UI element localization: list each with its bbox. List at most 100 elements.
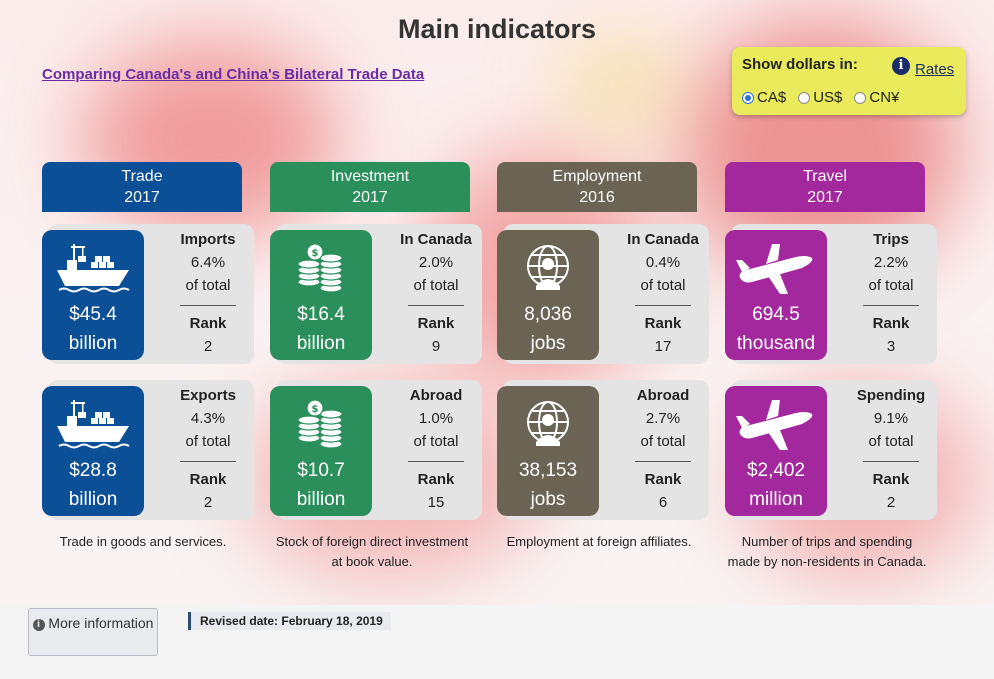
rank-label: Rank [644,471,682,488]
stat-title: Exports [180,387,236,404]
stat-of-total: of total [868,433,914,450]
revised-date: Revised date: February 18, 2019 [188,612,391,630]
indicator-card: $2,402 million Spending 9.1% of total Rank 2 [725,380,937,520]
svg-text:$: $ [312,248,319,259]
stat-of-total: of total [185,277,231,294]
stat-percent: 6.4% [190,254,226,271]
indicator-card: $ $10.7 billion Abroad 1.0% of total Rank 15 [270,380,482,520]
divider [635,305,691,306]
value-unit: thousand [736,333,816,354]
rank-label: Rank [417,471,455,488]
page-title: Main indicators [397,14,597,44]
rank-value: 2 [886,494,896,511]
column-heading: Trade 2017 [42,162,242,212]
currency-radio[interactable] [854,91,867,104]
stat-of-total: of total [413,433,459,450]
stat-percent: 0.4% [645,254,681,271]
value-text: $2,402 million [725,456,827,514]
value-unit: jobs [530,489,566,510]
value-text: $10.7 billion [270,456,372,514]
column-heading: Travel 2017 [725,162,925,212]
stat-panel: In Canada 0.4% of total Rank 17 [617,228,709,358]
more-information-label: More information [48,615,154,631]
column-description: Employment at foreign affiliates. [506,534,692,549]
column-heading-title: Trade [121,168,163,185]
stat-panel: Abroad 2.7% of total Rank 6 [617,384,709,514]
column-heading: Employment 2016 [497,162,697,212]
divider [863,461,919,462]
column-heading-year: 2016 [579,189,615,206]
divider [408,305,464,306]
value-tile: 38,153 jobs [497,386,599,516]
column-description: Trade in goods and services. [59,534,227,549]
value-unit: billion [296,489,346,510]
currency-radio[interactable] [742,91,754,104]
value-amount: 8,036 [524,304,572,325]
value-tile: 8,036 jobs [497,230,599,360]
value-amount: $16.4 [297,304,345,325]
indicator-card: $45.4 billion Imports 6.4% of total Rank 2 [42,224,254,364]
currency-option-label: CN¥ [869,89,900,106]
indicator-column-travel: Travel 2017 694.5 thousand Trips 2.2% of total… [725,162,939,569]
stat-percent: 2.7% [645,410,681,427]
currency-option-2[interactable]: CN¥ [854,89,899,106]
globe-worker-icon [497,242,599,300]
stat-percent: 2.0% [418,254,454,271]
value-text: $45.4 billion [42,300,144,358]
value-unit: billion [296,333,346,354]
stat-percent: 1.0% [418,410,454,427]
coin-stacks-icon: $ [270,242,372,300]
cargo-ship-icon [42,398,144,456]
comparison-link[interactable]: Comparing Canada's and China's Bilateral… [42,66,425,83]
stat-title: In Canada [400,231,472,248]
currency-label: Show dollars in: [742,56,858,73]
rank-label: Rank [189,315,227,332]
rank-label: Rank [189,471,227,488]
info-icon[interactable]: i [892,57,910,75]
currency-options: CA$ US$ CN¥ [742,89,899,106]
value-unit: million [749,489,803,510]
value-amount: 38,153 [518,460,578,481]
value-text: $28.8 billion [42,456,144,514]
divider [180,305,236,306]
stat-of-total: of total [413,277,459,294]
currency-option-1[interactable]: US$ [798,89,842,106]
stat-panel: In Canada 2.0% of total Rank 9 [390,228,482,358]
currency-radio[interactable] [798,91,811,104]
column-heading: Investment 2017 [270,162,470,212]
indicator-card: 694.5 thousand Trips 2.2% of total Rank 3 [725,224,937,364]
value-text: 38,153 jobs [497,456,599,514]
svg-text:$: $ [312,404,319,415]
column-heading-title: Investment [330,168,410,185]
value-tile: $45.4 billion [42,230,144,360]
rank-label: Rank [872,315,910,332]
stat-title: In Canada [627,231,699,248]
stat-title: Abroad [636,387,690,404]
value-tile: $ $10.7 billion [270,386,372,516]
currency-option-label: US$ [813,89,843,106]
indicator-card: $ $16.4 billion In Canada 2.0% of total Rank 9 [270,224,482,364]
column-heading-year: 2017 [124,189,160,206]
indicator-column-trade: Trade 2017 $45.4 billion Imports 6.4% of total… [42,162,256,549]
value-amount: $45.4 [69,304,117,325]
stat-panel: Exports 4.3% of total Rank 2 [162,384,254,514]
currency-option-0[interactable]: CA$ [742,89,786,106]
column-description: Number of trips and spending made by non… [727,534,927,569]
value-amount: 694.5 [752,304,800,325]
rank-value: 2 [203,338,213,355]
value-amount: $2,402 [746,460,806,481]
stat-panel: Abroad 1.0% of total Rank 15 [390,384,482,514]
value-tile: $ $16.4 billion [270,230,372,360]
column-heading-title: Travel [803,168,847,185]
rank-value: 3 [886,338,896,355]
currency-option-label: CA$ [757,89,787,106]
rank-value: 15 [427,494,445,511]
rank-label: Rank [644,315,682,332]
rates-link[interactable]: Rates [915,61,955,78]
column-heading-year: 2017 [807,189,843,206]
more-information-button[interactable]: i More information [28,608,158,656]
column-heading-title: Employment [552,168,642,185]
rank-value: 17 [654,338,672,355]
stat-of-total: of total [868,277,914,294]
stat-title: Abroad [409,387,463,404]
